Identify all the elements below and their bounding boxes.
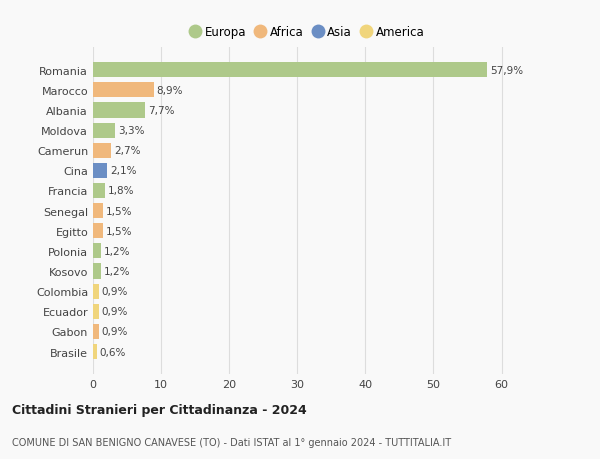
Bar: [93, 63, 487, 78]
Bar: [93, 264, 101, 279]
Text: 1,5%: 1,5%: [106, 206, 133, 216]
Bar: [93, 143, 112, 158]
Bar: [93, 163, 107, 179]
Bar: [93, 204, 103, 218]
Text: 0,6%: 0,6%: [100, 347, 126, 357]
Bar: [93, 304, 99, 319]
Text: 3,3%: 3,3%: [118, 126, 145, 136]
Text: 0,9%: 0,9%: [102, 307, 128, 317]
Text: 1,8%: 1,8%: [108, 186, 134, 196]
Text: Cittadini Stranieri per Cittadinanza - 2024: Cittadini Stranieri per Cittadinanza - 2…: [12, 403, 307, 416]
Text: 7,7%: 7,7%: [148, 106, 175, 116]
Text: 1,2%: 1,2%: [104, 266, 130, 276]
Legend: Europa, Africa, Asia, America: Europa, Africa, Asia, America: [186, 22, 429, 44]
Text: 1,5%: 1,5%: [106, 226, 133, 236]
Bar: [93, 244, 101, 259]
Bar: [93, 103, 145, 118]
Text: 2,1%: 2,1%: [110, 166, 137, 176]
Text: 0,9%: 0,9%: [102, 286, 128, 297]
Bar: [93, 284, 99, 299]
Text: 8,9%: 8,9%: [157, 86, 183, 95]
Text: 1,2%: 1,2%: [104, 246, 130, 256]
Bar: [93, 123, 115, 138]
Bar: [93, 224, 103, 239]
Bar: [93, 83, 154, 98]
Bar: [93, 184, 105, 199]
Bar: [93, 324, 99, 339]
Text: COMUNE DI SAN BENIGNO CANAVESE (TO) - Dati ISTAT al 1° gennaio 2024 - TUTTITALIA: COMUNE DI SAN BENIGNO CANAVESE (TO) - Da…: [12, 437, 451, 447]
Text: 57,9%: 57,9%: [490, 66, 523, 76]
Text: 0,9%: 0,9%: [102, 327, 128, 336]
Text: 2,7%: 2,7%: [114, 146, 140, 156]
Bar: [93, 344, 97, 359]
